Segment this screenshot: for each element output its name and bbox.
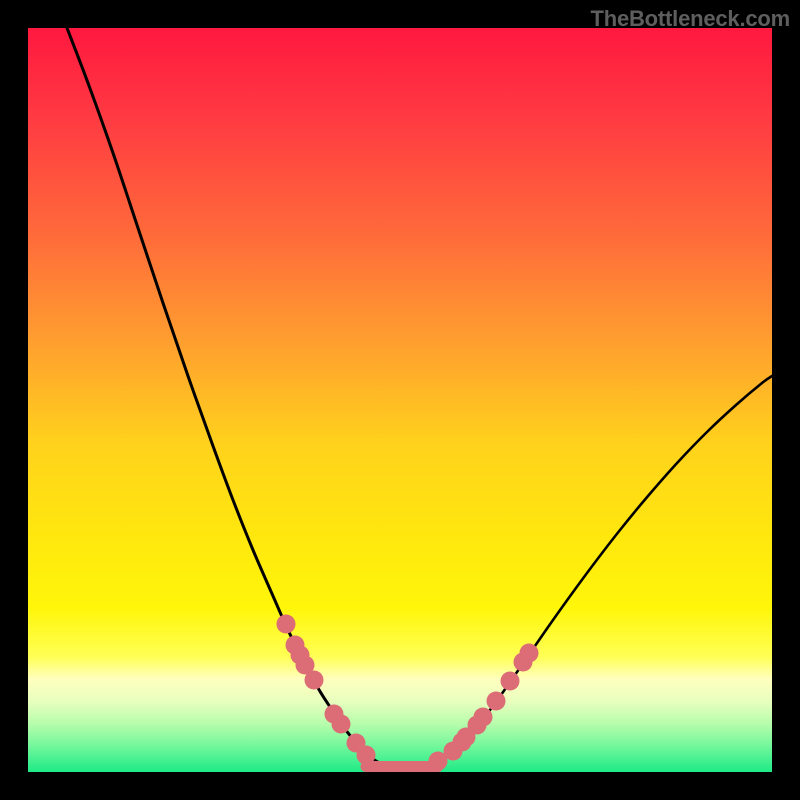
curve-right [404,376,772,769]
data-marker [277,615,296,634]
curve-left [67,28,404,769]
data-marker [501,672,520,691]
plot-area [28,28,772,772]
data-marker [305,671,324,690]
data-marker [332,715,351,734]
chart-svg [28,28,772,772]
watermark-text: TheBottleneck.com [590,6,790,32]
marker-group-right [429,644,539,771]
data-marker [520,644,539,663]
data-marker [474,708,493,727]
data-marker [487,692,506,711]
marker-group-left [277,615,376,765]
chart-frame: TheBottleneck.com [0,0,800,800]
